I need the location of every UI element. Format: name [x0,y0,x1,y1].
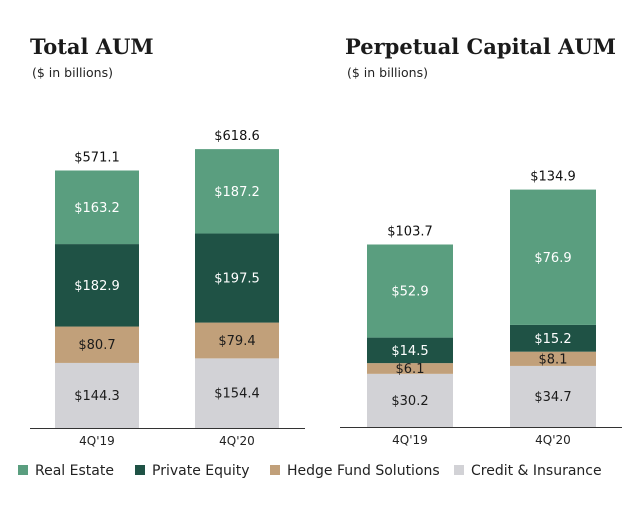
bar-segment-private-equity [367,337,453,364]
x-tick-label: 4Q'20 [219,434,255,448]
bar-segment-real-estate [367,244,453,338]
legend-label: Private Equity [152,463,250,479]
bar-segment-credit-insurance [195,358,279,428]
data-label: $163.2 [74,201,120,216]
data-label: $15.2 [534,332,571,347]
total-label: $571.1 [74,150,120,165]
legend-swatch [270,465,280,475]
data-label: $8.1 [539,352,568,367]
bar-segment-private-equity [55,244,139,327]
total-label: $618.6 [214,129,260,144]
data-label: $187.2 [214,185,260,200]
data-label: $6.1 [396,362,425,377]
x-tick-label: 4Q'19 [392,433,428,447]
bar-segment-credit-insurance [367,373,453,427]
bar-segment-real-estate [55,170,139,245]
legend: Real Estate Private Equity Hedge Fund Solu… [18,463,602,479]
x-tick-label: 4Q'19 [79,434,115,448]
bar-segment-hedge-fund [195,322,279,359]
legend-item: Real Estate [18,463,114,479]
x-tick-label: 4Q'20 [535,433,571,447]
legend-swatch [454,465,464,475]
total-label: $134.9 [530,170,576,185]
legend-item: Private Equity [135,463,250,479]
data-label: $154.4 [214,387,260,402]
bar-segment-hedge-fund [367,363,453,374]
data-label: $144.3 [74,389,120,404]
bar-segment-private-equity [510,324,596,352]
data-label: $182.9 [74,279,120,294]
chart-subtitle: ($ in billions) [347,65,428,80]
data-label: $197.5 [214,272,260,287]
chart-subtitle: ($ in billions) [32,65,113,80]
legend-label: Real Estate [35,463,114,479]
data-label: $14.5 [391,344,428,359]
legend-item: Hedge Fund Solutions [270,463,440,479]
bar-segment-credit-insurance [55,362,139,428]
chart-title: Perpetual Capital AUM [345,34,616,59]
bar-segment-real-estate [510,189,596,325]
perpetual-capital-aum-chart: Perpetual Capital AUM ($ in billions) [345,34,616,80]
data-label: $30.2 [391,394,428,409]
bar-segment-private-equity [195,233,279,323]
total-label: $103.7 [387,224,433,239]
bar-segment-credit-insurance [510,365,596,427]
legend-label: Credit & Insurance [471,463,602,479]
data-label: $79.4 [218,334,255,349]
bar-segment-hedge-fund [55,326,139,363]
legend-swatch [18,465,28,475]
data-label: $76.9 [534,251,571,266]
data-label: $34.7 [534,390,571,405]
plot-area-1: $30.2 $6.1 $14.5 $52.9 $103.7 4Q'19 $34.7 $8.1 $… [340,170,622,447]
data-label: $52.9 [391,285,428,300]
legend-swatch [135,465,145,475]
legend-label: Hedge Fund Solutions [287,463,440,479]
total-aum-chart: Total AUM ($ in billions) [30,34,154,80]
chart-title: Total AUM [30,34,154,59]
bar-segment-real-estate [195,149,279,234]
legend-item: Credit & Insurance [454,463,602,479]
data-label: $80.7 [78,338,115,353]
bar-segment-hedge-fund [510,351,596,366]
plot-area-0: $144.3 $80.7 $182.9 $163.2 $571.1 4Q'19 $154.4… [30,129,305,448]
